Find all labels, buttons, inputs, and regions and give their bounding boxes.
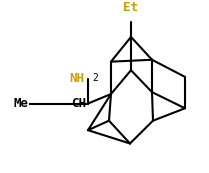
Text: NH: NH: [69, 72, 84, 85]
Text: CH: CH: [71, 97, 86, 110]
Text: 2: 2: [92, 73, 98, 83]
Text: Et: Et: [124, 1, 139, 14]
Text: Me: Me: [13, 97, 28, 110]
